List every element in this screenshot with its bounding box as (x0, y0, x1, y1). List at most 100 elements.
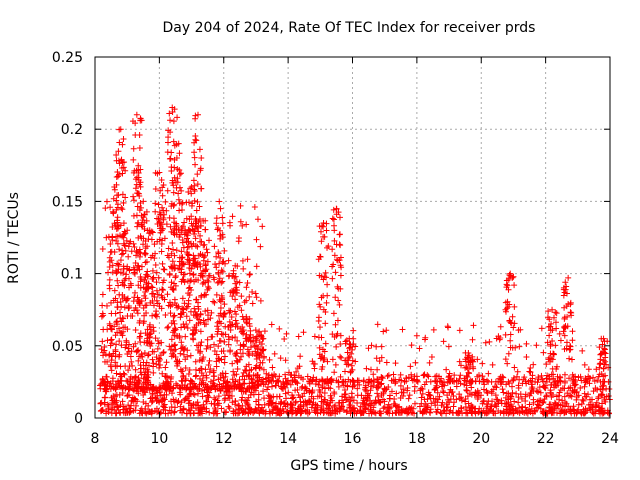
data-point (125, 275, 132, 282)
data-point (195, 342, 202, 349)
data-point (378, 380, 385, 387)
data-point (334, 406, 341, 413)
data-point (406, 392, 413, 399)
data-point (135, 357, 142, 364)
data-point (147, 381, 154, 388)
data-point (332, 321, 339, 328)
data-point (400, 393, 407, 400)
data-point (526, 368, 533, 375)
data-point (186, 265, 193, 272)
data-point (252, 290, 259, 297)
data-point (432, 384, 439, 391)
data-point (427, 395, 434, 402)
data-point (215, 269, 222, 276)
data-point (191, 182, 198, 189)
data-point (567, 346, 574, 353)
data-point (451, 399, 458, 406)
data-point (395, 403, 402, 410)
data-point (141, 318, 148, 325)
data-point (197, 250, 204, 257)
data-point (513, 373, 520, 380)
data-point (225, 257, 232, 264)
data-point (223, 386, 230, 393)
data-point (236, 279, 243, 286)
data-point (185, 400, 192, 407)
data-point (221, 247, 228, 254)
data-point (392, 360, 399, 367)
data-point (310, 360, 317, 367)
data-point (405, 409, 412, 416)
data-point (449, 378, 456, 385)
data-point (529, 378, 536, 385)
data-point (232, 406, 239, 413)
data-point (130, 343, 137, 350)
chart-title: Day 204 of 2024, Rate Of TEC Index for r… (163, 20, 536, 36)
data-point (239, 257, 246, 264)
data-point (192, 276, 199, 283)
data-point (171, 252, 178, 259)
data-point (194, 198, 201, 205)
data-point (468, 384, 475, 391)
data-point (125, 367, 132, 374)
data-point (593, 366, 600, 373)
data-point (163, 386, 170, 393)
data-point (135, 167, 142, 174)
data-point (604, 338, 611, 345)
data-point (474, 356, 481, 363)
data-point (159, 192, 166, 199)
x-tick-label: 22 (537, 431, 555, 447)
data-point (125, 303, 132, 310)
data-point (221, 301, 228, 308)
data-point (349, 394, 356, 401)
data-point (345, 355, 352, 362)
data-point (422, 334, 429, 341)
data-point (234, 287, 241, 294)
data-point (569, 328, 576, 335)
data-point (102, 394, 109, 401)
data-point (489, 361, 496, 368)
data-point (136, 144, 143, 151)
data-point (136, 246, 143, 253)
data-point (211, 243, 218, 250)
data-point (106, 264, 113, 271)
data-point (427, 392, 434, 399)
data-point (346, 335, 353, 342)
data-point (120, 270, 127, 277)
data-point (157, 361, 164, 368)
data-point (292, 387, 299, 394)
data-point (159, 396, 166, 403)
data-point (116, 171, 123, 178)
data-point (247, 331, 254, 338)
x-tick-label: 12 (215, 431, 233, 447)
data-point (370, 382, 377, 389)
data-point (354, 392, 361, 399)
data-point (232, 334, 239, 341)
data-point (342, 391, 349, 398)
data-point (316, 301, 323, 308)
data-point (254, 345, 261, 352)
data-point (140, 198, 147, 205)
data-point (325, 243, 332, 250)
data-point (565, 300, 572, 307)
data-point (112, 410, 119, 417)
data-point (178, 324, 185, 331)
data-point (194, 224, 201, 231)
data-point (235, 402, 242, 409)
data-point (141, 292, 148, 299)
data-point (172, 274, 179, 281)
data-point (202, 308, 209, 315)
data-point (397, 371, 404, 378)
data-point (181, 261, 188, 268)
data-point (168, 343, 175, 350)
data-point (101, 401, 108, 408)
data-point (413, 373, 420, 380)
data-point (379, 374, 386, 381)
data-point (282, 357, 289, 364)
data-point (173, 220, 180, 227)
data-point (159, 370, 166, 377)
data-point (317, 409, 324, 416)
data-point (217, 310, 224, 317)
data-point (557, 410, 564, 417)
data-point (240, 265, 247, 272)
data-point (560, 284, 567, 291)
